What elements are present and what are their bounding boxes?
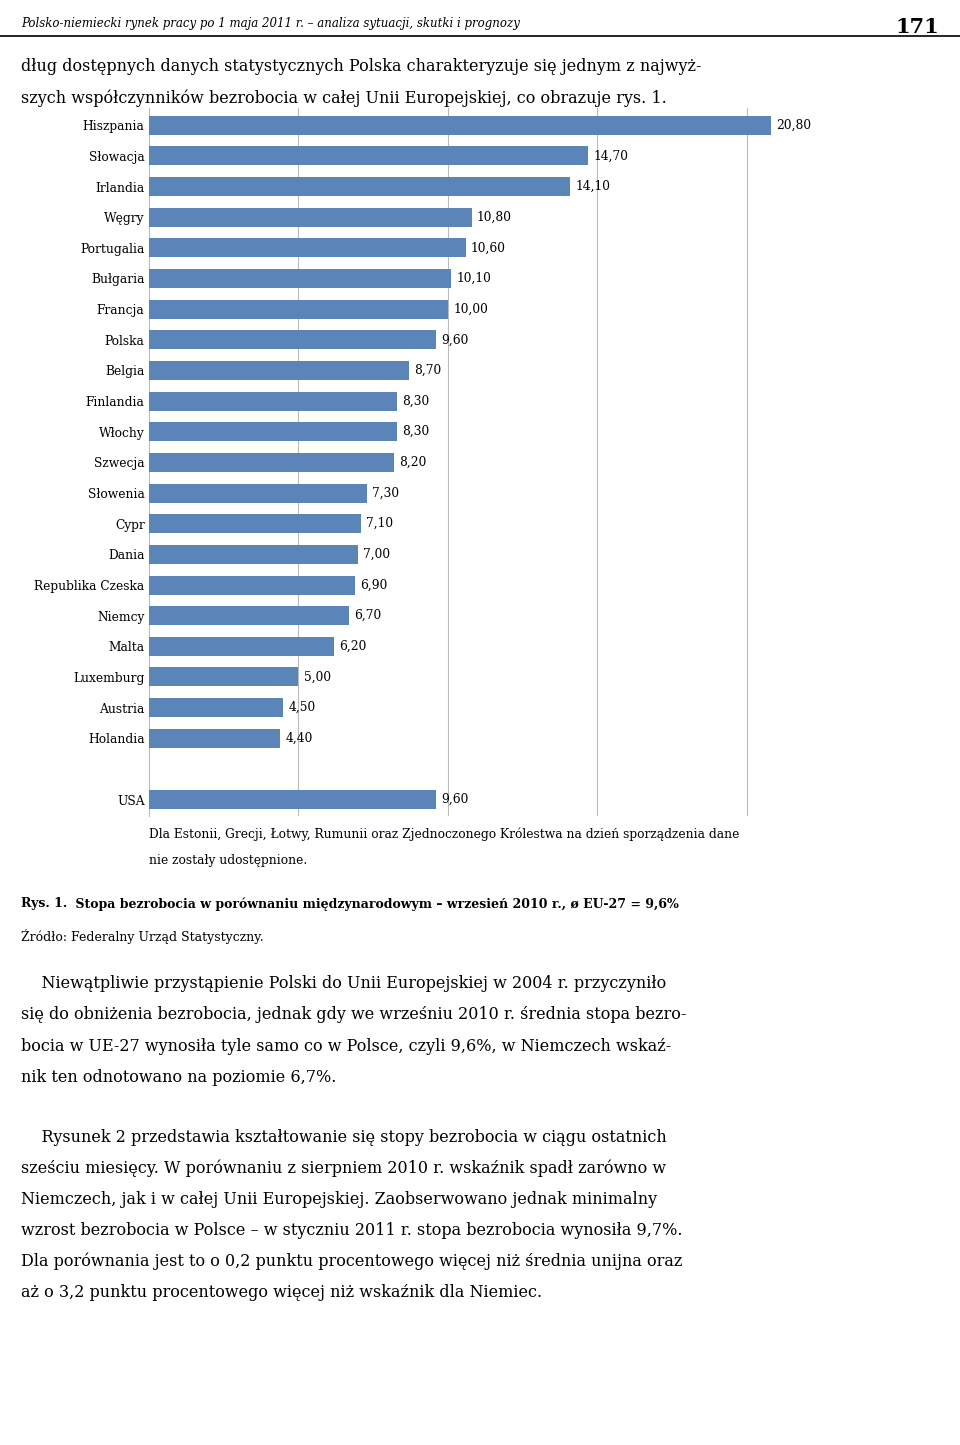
Text: wzrost bezrobocia w Polsce – w styczniu 2011 r. stopa bezrobocia wynosiła 9,7%.: wzrost bezrobocia w Polsce – w styczniu … [21,1222,683,1238]
Bar [149,637,334,656]
Text: Niemczech, jak i w całej Unii Europejskiej. Zaobserwowano jednak minimalny: Niemczech, jak i w całej Unii Europejski… [21,1191,658,1208]
Bar [149,238,466,257]
Text: 6,90: 6,90 [360,578,388,591]
Text: 10,80: 10,80 [477,211,512,224]
Bar [149,668,299,686]
Text: Stopa bezrobocia w porównaniu międzynarodowym – wrzesień 2010 r., ø EU-27 = 9,6%: Stopa bezrobocia w porównaniu międzynaro… [71,897,679,910]
Bar [149,208,471,227]
Text: Dla porównania jest to o 0,2 punktu procentowego więcej niż średnia unijna oraz: Dla porównania jest to o 0,2 punktu proc… [21,1253,683,1270]
Text: 8,20: 8,20 [399,457,426,468]
Text: 8,70: 8,70 [414,364,442,377]
Text: 171: 171 [895,16,939,36]
Text: 20,80: 20,80 [776,118,811,131]
Text: 4,40: 4,40 [286,731,313,744]
Bar [149,698,283,717]
Text: 8,30: 8,30 [402,394,429,407]
Text: 9,60: 9,60 [442,793,468,806]
Text: nik ten odnotowano na poziomie 6,7%.: nik ten odnotowano na poziomie 6,7%. [21,1069,337,1085]
Bar [149,452,394,473]
Text: 6,70: 6,70 [354,610,382,623]
Text: się do obniżenia bezrobocia, jednak gdy we wrześniu 2010 r. średnia stopa bezro-: się do obniżenia bezrobocia, jednak gdy … [21,1007,686,1023]
Bar [149,484,367,503]
Bar [149,545,358,564]
Text: Źródło: Federalny Urząd Statystyczny.: Źródło: Federalny Urząd Statystyczny. [21,929,264,944]
Bar [149,146,588,165]
Bar [149,299,447,319]
Text: 4,50: 4,50 [289,701,316,714]
Text: 9,60: 9,60 [442,334,468,347]
Bar [149,575,355,594]
Text: nie zostały udostępnione.: nie zostały udostępnione. [149,854,307,867]
Text: Polsko-niemiecki rynek pracy po 1 maja 2011 r. – analiza sytuacji, skutki i prog: Polsko-niemiecki rynek pracy po 1 maja 2… [21,16,520,29]
Text: aż o 3,2 punktu procentowego więcej niż wskaźnik dla Niemiec.: aż o 3,2 punktu procentowego więcej niż … [21,1285,542,1300]
Text: 8,30: 8,30 [402,425,429,438]
Bar [149,605,349,626]
Text: 10,10: 10,10 [456,272,491,285]
Text: szych współczynników bezrobocia w całej Unii Europejskiej, co obrazuje rys. 1.: szych współczynników bezrobocia w całej … [21,90,667,107]
Text: sześciu miesięcy. W porównaniu z sierpniem 2010 r. wskaźnik spadł zarówno w: sześciu miesięcy. W porównaniu z sierpni… [21,1159,666,1178]
Text: 7,00: 7,00 [364,548,391,561]
Text: 10,60: 10,60 [471,241,506,254]
Bar [149,331,436,350]
Text: dług dostępnych danych statystycznych Polska charakteryzuje się jednym z najwyż-: dług dostępnych danych statystycznych Po… [21,58,702,75]
Bar [149,269,450,288]
Text: Niewątpliwie przystąpienie Polski do Unii Europejskiej w 2004 r. przyczyniło: Niewątpliwie przystąpienie Polski do Uni… [21,975,666,993]
Text: 14,70: 14,70 [593,149,629,162]
Bar [149,514,361,533]
Text: bocia w UE-27 wynosiła tyle samo co w Polsce, czyli 9,6%, w Niemczech wskaź-: bocia w UE-27 wynosiła tyle samo co w Po… [21,1038,671,1055]
Bar [149,790,436,809]
Text: Dla Estonii, Grecji, Łotwy, Rumunii oraz Zjednoczonego Królestwa na dzień sporzą: Dla Estonii, Grecji, Łotwy, Rumunii oraz… [149,828,739,841]
Text: Rysunek 2 przedstawia kształtowanie się stopy bezrobocia w ciągu ostatnich: Rysunek 2 przedstawia kształtowanie się … [21,1129,667,1146]
Text: 5,00: 5,00 [303,670,331,683]
Bar [149,422,396,441]
Text: 7,30: 7,30 [372,487,399,500]
Bar [149,728,280,747]
Text: Rys. 1.: Rys. 1. [21,897,67,910]
Bar [149,116,771,134]
Text: 10,00: 10,00 [453,302,488,315]
Bar [149,392,396,410]
Text: 14,10: 14,10 [576,181,611,194]
Bar [149,361,409,380]
Bar [149,178,570,197]
Text: 6,20: 6,20 [340,640,367,653]
Text: 7,10: 7,10 [367,517,394,530]
